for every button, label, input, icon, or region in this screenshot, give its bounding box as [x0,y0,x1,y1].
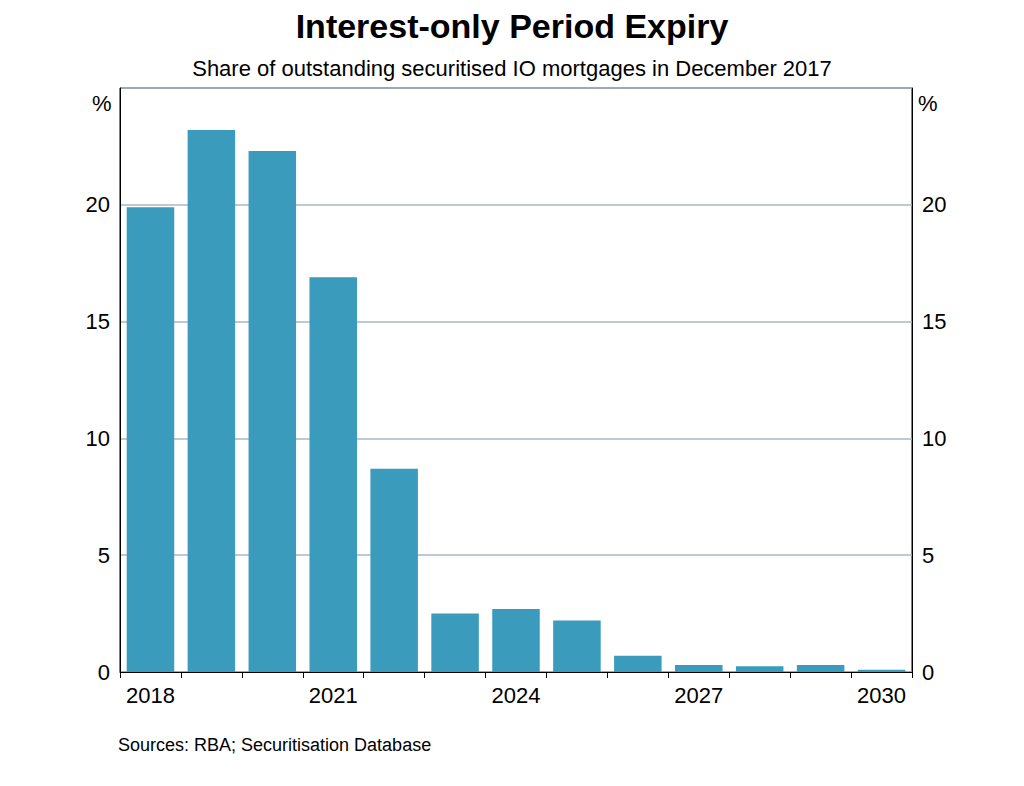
svg-text:2030: 2030 [857,683,906,708]
svg-text:15: 15 [86,309,110,334]
svg-text:15: 15 [922,309,946,334]
svg-text:Sources: RBA; Securitisation D: Sources: RBA; Securitisation Database [118,735,431,755]
svg-text:Share of outstanding securitis: Share of outstanding securitised IO mort… [192,56,832,81]
svg-text:20: 20 [922,192,946,217]
svg-text:5: 5 [98,543,110,568]
svg-text:2018: 2018 [126,683,175,708]
svg-text:%: % [92,91,112,116]
svg-text:Interest-only Period Expiry: Interest-only Period Expiry [296,7,729,45]
svg-text:0: 0 [922,660,934,685]
svg-text:10: 10 [922,426,946,451]
svg-text:%: % [918,91,938,116]
svg-text:2024: 2024 [492,683,541,708]
svg-text:10: 10 [86,426,110,451]
svg-text:2021: 2021 [309,683,358,708]
svg-text:20: 20 [86,192,110,217]
svg-text:0: 0 [98,660,110,685]
svg-text:5: 5 [922,543,934,568]
svg-text:2027: 2027 [674,683,723,708]
